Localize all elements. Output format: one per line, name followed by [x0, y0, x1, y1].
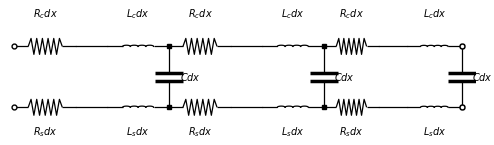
Text: $L_s dx$: $L_s dx$ — [423, 125, 446, 139]
Text: $R_c dx$: $R_c dx$ — [33, 7, 58, 21]
Text: $R_c dx$: $R_c dx$ — [339, 7, 364, 21]
Text: $L_c dx$: $L_c dx$ — [281, 7, 305, 21]
Text: $R_s dx$: $R_s dx$ — [339, 125, 364, 139]
Text: $Cdx$: $Cdx$ — [472, 71, 493, 83]
Text: $Cdx$: $Cdx$ — [334, 71, 355, 83]
Text: $R_s dx$: $R_s dx$ — [33, 125, 58, 139]
Text: $L_s dx$: $L_s dx$ — [126, 125, 150, 139]
Text: $Cdx$: $Cdx$ — [179, 71, 201, 83]
Text: $L_s dx$: $L_s dx$ — [281, 125, 304, 139]
Text: $R_c dx$: $R_c dx$ — [188, 7, 212, 21]
Text: $R_s dx$: $R_s dx$ — [188, 125, 212, 139]
Text: $L_c dx$: $L_c dx$ — [126, 7, 150, 21]
Text: $L_c dx$: $L_c dx$ — [422, 7, 446, 21]
